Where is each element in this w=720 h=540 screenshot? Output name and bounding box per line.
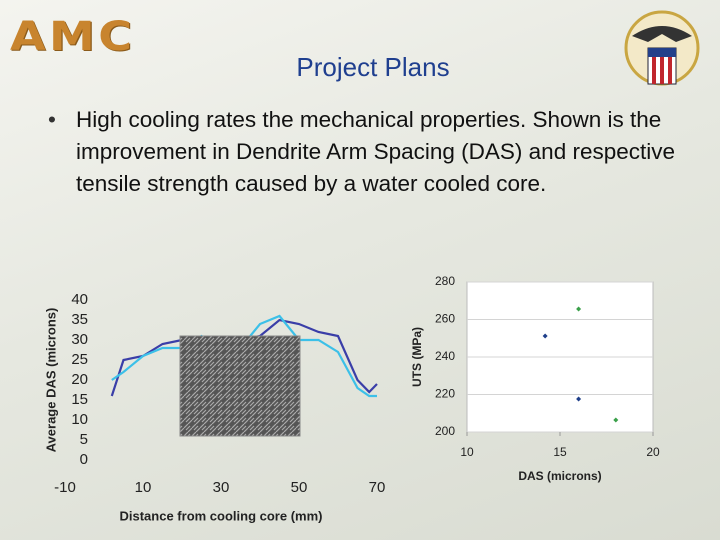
bullet: • High cooling rates the mechanical prope… [48,104,686,200]
y-tick-label: 35 [71,311,88,328]
y-tick-label: 0 [80,451,88,468]
y-tick-label: 40 [71,291,88,308]
y-tick-label: 280 [435,274,455,288]
y-tick-label: 30 [71,331,88,348]
y-axis-label: UTS (MPa) [410,327,424,387]
slide-title: Project Plans [296,52,450,82]
logo: AMC [10,14,136,60]
x-tick-label: 50 [291,479,308,496]
y-tick-label: 10 [71,411,88,428]
x-tick-label: 10 [460,445,474,459]
x-tick-label: 20 [646,445,660,459]
x-axis-label: Distance from cooling core (mm) [120,508,323,523]
y-tick-label: 260 [435,312,455,326]
x-tick-label: 10 [135,479,152,496]
x-tick-label: 15 [553,445,567,459]
y-tick-label: 220 [435,387,455,401]
scatter-point [613,417,619,423]
y-tick-label: 200 [435,424,455,438]
scatter-point [542,333,548,339]
x-tick-label: 70 [369,479,386,496]
emblem [624,10,700,86]
x-tick-label: -10 [54,479,76,496]
y-tick-label: 240 [435,349,455,363]
bullet-dot: • [48,107,56,132]
scatter-point [576,396,582,402]
scatter-point [576,306,582,312]
y-tick-label: 15 [71,391,88,408]
y-tick-label: 5 [80,431,88,448]
micrograph [179,335,301,437]
y-tick-label: 25 [71,351,88,368]
y-tick-label: 20 [71,371,88,388]
bullet-text: High cooling rates the mechanical proper… [76,107,676,196]
x-tick-label: 30 [213,479,230,496]
y-axis-label: Average DAS (microns) [43,308,58,453]
x-axis-label: DAS (microns) [518,469,601,483]
